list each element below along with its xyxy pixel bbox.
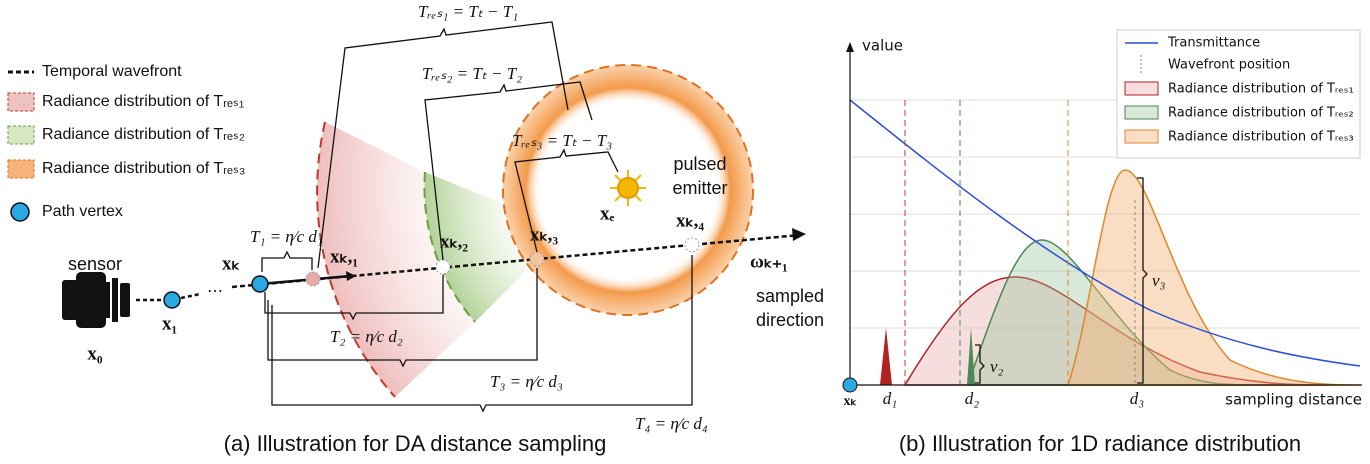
time-label: T₄ = η⁄c d₄ (635, 414, 708, 433)
legend-swatch (1124, 105, 1159, 120)
wavefront-res1 (316, 121, 396, 398)
legend-label: Radiance distribution of Tᵣₑₛ₂ (42, 126, 245, 143)
time-label: T₁ = η⁄c d₁ (250, 227, 323, 246)
sample-label: xₖ,₄ (676, 210, 704, 231)
axis-point-label: xₖ (844, 394, 857, 409)
time-label: T₂ = η⁄c d₂ (330, 327, 403, 346)
distance-label: d₃ (1130, 389, 1145, 408)
sample-label: xₖ,₁ (330, 246, 358, 267)
vertex-label: x₁ (162, 313, 177, 334)
arrow-head (846, 42, 854, 52)
sample-point (529, 251, 545, 267)
path-vertex (842, 377, 858, 393)
legend-swatch (10, 202, 30, 222)
distance-label: d₁ (883, 389, 897, 408)
sample-label: xₖ,₃ (530, 224, 558, 245)
legend-swatch (7, 159, 35, 179)
sampled-segment (259, 274, 351, 286)
legend-swatch (1124, 81, 1159, 96)
value-label: v₂ (990, 357, 1004, 376)
distance-label: d₂ (965, 389, 980, 408)
vertex-label: x₀ (87, 343, 103, 364)
emitter-label: xₑ (600, 203, 615, 224)
arrow-head (792, 228, 806, 241)
time-label: Tᵣₑₛ₂ = Tₜ − T₂ (422, 64, 522, 83)
direction-label: ωₖ₊₁ (750, 251, 788, 272)
legend-label: Radiance distribution of Tᵣₑₛ₂ (1168, 106, 1354, 121)
sample-label: xₖ,₂ (440, 231, 468, 252)
legend-swatch (7, 125, 35, 145)
bracket (1137, 177, 1148, 384)
caption: (b) Illustration for 1D radiance distrib… (899, 431, 1301, 456)
legend-label: Radiance distribution of Tᵣₑₛ₁ (42, 93, 244, 110)
caption: (a) Illustration for DA distance samplin… (224, 431, 607, 456)
wavefront-res2 (423, 171, 476, 323)
legend-label: Radiance distribution of Tᵣₑₛ₃ (42, 160, 245, 177)
legend-label: Path vertex (42, 203, 123, 220)
legend-swatch (1124, 129, 1159, 144)
path-vertex (251, 275, 269, 293)
spike-res2 (967, 328, 975, 385)
direction-text: sampled (756, 286, 824, 306)
spike-res1 (880, 328, 892, 385)
arrow-head (346, 271, 356, 281)
time-label: Tᵣₑₛ₃ = Tₜ − T₃ (512, 131, 612, 150)
sample-point (305, 271, 321, 287)
legend-label: Radiance distribution of Tᵣₑₛ₁ (1168, 82, 1354, 97)
path-segment (180, 292, 201, 300)
y-axis-label: value (862, 37, 903, 55)
bracket (261, 250, 313, 272)
curve-res3 (1066, 169, 1361, 386)
sample-point (435, 259, 451, 275)
bracket (514, 148, 619, 253)
bracket (264, 275, 444, 321)
emitter-text: emitter (672, 178, 727, 198)
temporal-path (231, 233, 801, 289)
path-vertex (163, 291, 181, 309)
emitter-text: pulsed (673, 154, 726, 174)
value-label: v₃ (1152, 271, 1166, 290)
direction-text: direction (756, 310, 824, 330)
bracket (271, 255, 693, 413)
legend-label: Radiance distribution of Tᵣₑₛ₃ (1168, 130, 1354, 145)
region-res1 (317, 122, 475, 397)
legend-swatch (7, 92, 35, 112)
bracket (975, 344, 985, 384)
time-label: T₃ = η⁄c d₃ (490, 372, 563, 391)
sensor-label: sensor (68, 254, 122, 274)
sample-point (684, 237, 700, 253)
legend-label: Transmittance (1167, 36, 1260, 51)
emitter-icon (610, 170, 646, 206)
ellipsis: ⋯ (207, 283, 223, 300)
legend-a: Temporal wavefront Radiance distribution… (7, 63, 245, 222)
bracket (317, 21, 569, 269)
legend-label: Wavefront position (1168, 58, 1290, 73)
bracket (424, 81, 593, 261)
transmittance-curve (849, 99, 1361, 367)
legend-b: Transmittance Wavefront position Radianc… (1116, 29, 1361, 159)
x-axis-label: sampling distance (1225, 391, 1362, 409)
vertex-label: xₖ (222, 253, 240, 274)
legend-label: Temporal wavefront (42, 63, 182, 80)
bracket (267, 268, 538, 368)
time-label: Tᵣₑₛ₁ = Tₜ − T₁ (418, 2, 518, 21)
curve-res1 (903, 276, 1331, 386)
sensor-icon (62, 272, 130, 328)
